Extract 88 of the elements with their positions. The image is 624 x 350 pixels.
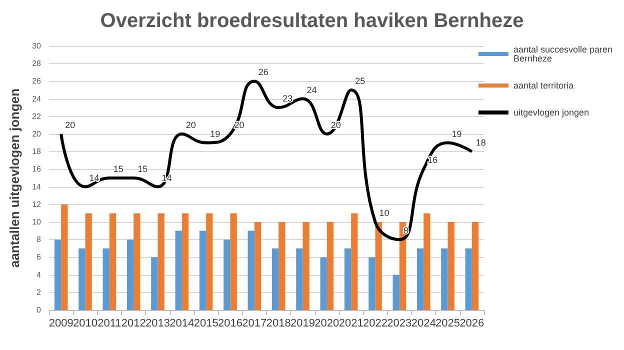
bar (224, 240, 230, 310)
x-tick-label: 2026 (460, 318, 484, 330)
y-tick-label: 28 (32, 59, 42, 68)
legend-label: aantal territoria (513, 80, 574, 90)
x-tick-label: 2019 (290, 318, 315, 330)
y-tick-label: 18 (32, 147, 42, 156)
bar (351, 213, 358, 310)
legend-label: aantal succesvolle paren Bernheze (513, 44, 615, 64)
bar (175, 230, 182, 310)
y-tick-label: 30 (32, 42, 42, 50)
y-tick-label: 8 (36, 235, 42, 244)
bar (375, 222, 382, 310)
data-label: 14 (89, 172, 100, 183)
bar (344, 248, 352, 310)
bar (199, 230, 206, 310)
x-tick-label: 2016 (218, 318, 242, 330)
data-label: 23 (282, 94, 293, 104)
x-tick-label: 2025 (436, 318, 460, 330)
y-tick-label: 14 (32, 182, 42, 192)
bar (254, 222, 262, 310)
bar (424, 213, 430, 310)
x-tick-label: 2023 (387, 318, 412, 330)
y-tick-label: 0 (36, 306, 42, 314)
bar (206, 213, 213, 310)
bar (296, 248, 303, 310)
bar (85, 213, 92, 310)
bar (102, 248, 110, 310)
data-label: 19 (210, 128, 220, 139)
y-tick-label: 10 (32, 218, 42, 226)
data-label: 20 (65, 120, 76, 130)
data-label: 24 (306, 84, 317, 95)
bar (158, 213, 164, 310)
bar (54, 240, 62, 310)
bar (448, 222, 454, 310)
y-tick-label: 22 (32, 112, 42, 121)
x-tick-label: 2021 (338, 318, 364, 330)
y-tick-label: 4 (36, 270, 42, 280)
bar (126, 240, 134, 310)
y-tick-label: 20 (32, 130, 42, 138)
bar (320, 257, 327, 310)
chart-title: Overzicht broedresultaten haviken Bernheze (100, 10, 524, 32)
y-tick-label: 2 (36, 288, 42, 297)
y-tick-label: 6 (36, 252, 42, 262)
bar (368, 257, 376, 310)
bar (302, 222, 310, 310)
data-label: 15 (138, 164, 148, 174)
bar (392, 274, 400, 310)
x-tick-label: 2012 (121, 318, 146, 330)
bar (272, 248, 279, 310)
x-tick-label: 2011 (98, 318, 122, 330)
bar (78, 248, 86, 310)
data-label: 10 (379, 208, 390, 218)
x-tick-label: 2009 (48, 318, 74, 330)
data-label: 26 (258, 67, 268, 78)
data-label: 19 (452, 128, 462, 139)
x-tick-label: 2017 (242, 318, 267, 330)
y-tick-label: 12 (32, 200, 42, 209)
y-axis-title: aantallen uitgevlogen jongen (7, 88, 22, 268)
x-tick-label: 2013 (146, 318, 170, 330)
x-tick-label: 2024 (411, 318, 436, 330)
data-label: 25 (355, 76, 366, 86)
bar (134, 213, 140, 310)
bar (326, 222, 334, 310)
y-tick-label: 26 (32, 76, 42, 86)
x-tick-label: 2014 (170, 318, 194, 330)
bar (416, 248, 424, 310)
line-series (60, 80, 474, 242)
y-tick-label: 16 (32, 164, 42, 174)
data-label: 15 (113, 164, 124, 174)
bar (230, 213, 237, 310)
y-tick-label: 24 (32, 94, 42, 104)
x-tick-label: 2015 (194, 318, 218, 330)
bar (465, 248, 472, 310)
data-label: 18 (476, 138, 486, 148)
x-tick-label: 2022 (363, 318, 388, 330)
bar (248, 230, 254, 310)
bar (109, 213, 116, 310)
x-tick-label: 2010 (73, 318, 98, 330)
bar (151, 257, 158, 310)
bar (182, 213, 189, 310)
data-label: 20 (186, 120, 196, 130)
x-tick-label: 2020 (314, 318, 340, 330)
bar (61, 204, 68, 310)
bar (278, 222, 286, 310)
bar (441, 248, 448, 310)
legend-label: uitgevlogen jongen (513, 108, 590, 118)
bar (472, 222, 479, 310)
x-tick-label: 2018 (266, 318, 291, 330)
